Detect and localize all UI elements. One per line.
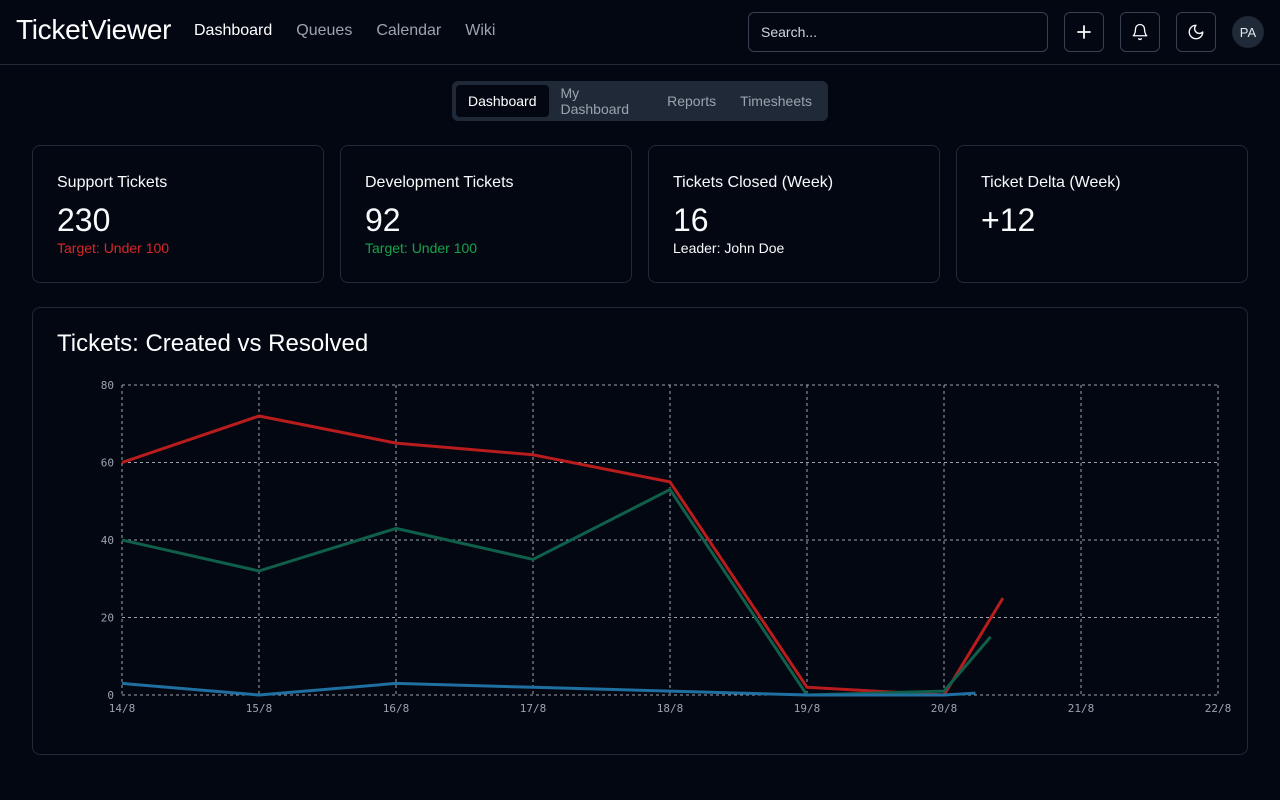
- y-tick-label: 20: [101, 612, 114, 625]
- stat-card-development-tickets: Development Tickets 92 Target: Under 100: [340, 145, 632, 283]
- tab-timesheets[interactable]: Timesheets: [740, 93, 812, 109]
- tab-dashboard[interactable]: Dashboard: [456, 85, 549, 117]
- x-tick-label: 18/8: [657, 702, 684, 715]
- stat-value: 92: [365, 202, 401, 238]
- nav-item-dashboard[interactable]: Dashboard: [194, 22, 273, 39]
- x-tick-label: 21/8: [1068, 702, 1095, 715]
- nav-item-calendar[interactable]: Calendar: [376, 22, 442, 39]
- dashboard-tabs: Dashboard My Dashboard Reports Timesheet…: [452, 81, 828, 121]
- avatar[interactable]: PA: [1232, 16, 1264, 48]
- stat-subtext: Leader: John Doe: [673, 240, 785, 256]
- series-line-3: [121, 681, 976, 697]
- stat-subtext: Target: Under 100: [57, 240, 170, 256]
- search-input[interactable]: [748, 12, 1048, 52]
- add-button[interactable]: [1064, 12, 1104, 52]
- tab-my-dashboard[interactable]: My Dashboard: [560, 85, 630, 117]
- stat-title: Tickets Closed (Week): [673, 174, 834, 191]
- stat-value: 230: [57, 202, 111, 238]
- notifications-button[interactable]: [1120, 12, 1160, 52]
- plus-icon: [1077, 25, 1091, 39]
- x-tick-label: 15/8: [246, 702, 273, 715]
- stat-card-ticket-delta: Ticket Delta (Week) +12: [956, 145, 1248, 283]
- nav-item-wiki[interactable]: Wiki: [465, 22, 496, 39]
- stat-title: Development Tickets: [365, 174, 514, 191]
- chart-title: Tickets: Created vs Resolved: [57, 330, 369, 357]
- stat-card-tickets-closed: Tickets Closed (Week) 16 Leader: John Do…: [648, 145, 940, 283]
- theme-toggle-button[interactable]: [1176, 12, 1216, 52]
- x-tick-label: 16/8: [383, 702, 410, 715]
- x-tick-label: 19/8: [794, 702, 821, 715]
- stat-title: Support Tickets: [57, 174, 168, 191]
- series-line-2: [121, 488, 992, 697]
- x-tick-label: 17/8: [520, 702, 547, 715]
- main-nav: Dashboard Queues Calendar Wiki: [194, 22, 495, 40]
- moon-icon: [1188, 24, 1204, 40]
- tickets-line-chart: 14/8 15/8 16/8 17/8 18/8 19/8 20/8 21/8 22/8 0 20 4…: [101, 379, 1232, 715]
- stat-card-support-tickets: Support Tickets 230 Target: Under 100: [32, 145, 324, 283]
- stat-subtext: Target: Under 100: [365, 240, 478, 256]
- stat-title: Ticket Delta (Week): [981, 174, 1121, 191]
- x-tick-label: 20/8: [931, 702, 958, 715]
- stat-value: +12: [981, 202, 1036, 238]
- tickets-chart-card: 14/8 15/8 16/8 17/8 18/8 19/8 20/8 21/8 22/8 0 20 4…: [32, 307, 1248, 755]
- bell-icon: [1132, 23, 1148, 41]
- y-tick-label: 40: [101, 534, 114, 547]
- y-tick-label: 60: [101, 457, 114, 470]
- series-line-1: [121, 414, 1005, 697]
- brand-logo[interactable]: TicketViewer: [16, 14, 172, 45]
- x-tick-label: 22/8: [1205, 702, 1232, 715]
- nav-item-queues[interactable]: Queues: [296, 22, 353, 39]
- y-tick-label: 80: [101, 379, 114, 392]
- tab-reports[interactable]: Reports: [667, 93, 717, 109]
- stat-value: 16: [673, 202, 709, 238]
- y-tick-label: 0: [107, 689, 114, 702]
- x-tick-label: 14/8: [109, 702, 136, 715]
- top-header: TicketViewer Dashboard Queues Calendar W…: [0, 0, 1280, 65]
